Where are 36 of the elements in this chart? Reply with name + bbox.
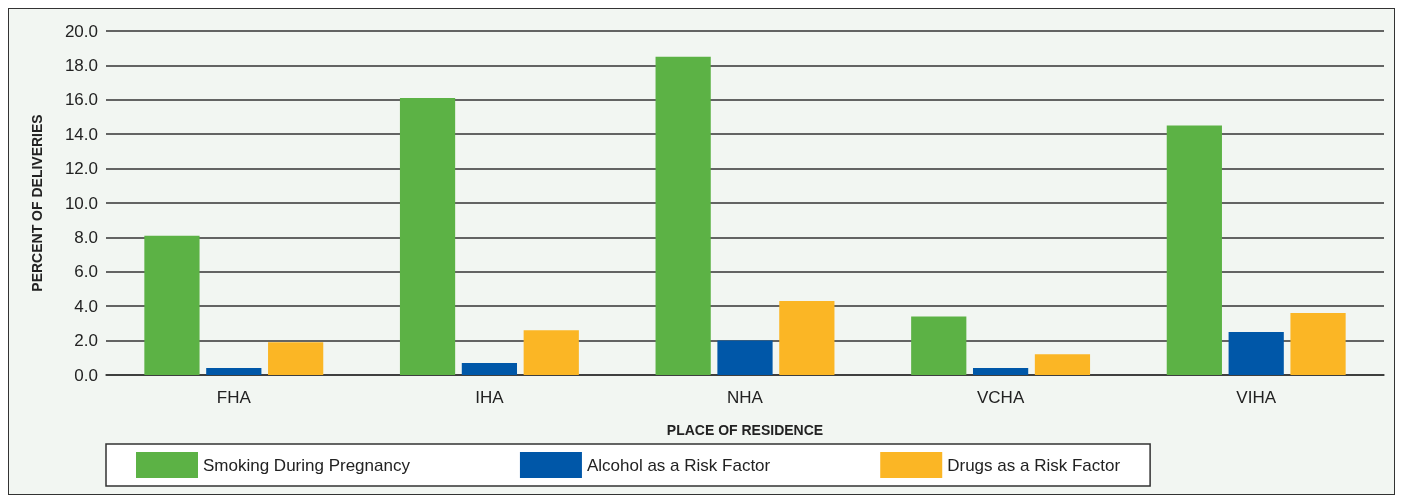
- legend-label: Drugs as a Risk Factor: [947, 455, 1121, 475]
- bar: [1034, 354, 1091, 375]
- y-tick-label: 6.0: [74, 262, 98, 282]
- x-tick-label: IHA: [475, 388, 505, 407]
- y-tick-label: 16.0: [64, 90, 98, 110]
- y-tick-label: 14.0: [64, 124, 98, 144]
- bar: [144, 235, 200, 375]
- bar: [1290, 313, 1346, 375]
- y-axis-title: PERCENT OF DELIVERIES: [29, 114, 45, 292]
- y-tick-label: 4.0: [74, 296, 98, 316]
- bar: [206, 368, 262, 375]
- y-tick-label: 20.0: [64, 21, 98, 41]
- bar: [911, 316, 967, 375]
- bar: [972, 368, 1029, 375]
- y-tick-label: 12.0: [64, 159, 98, 179]
- bar: [717, 340, 773, 375]
- legend-label: Alcohol as a Risk Factor: [586, 455, 771, 475]
- bar: [779, 301, 835, 375]
- y-tick-label: 0.0: [74, 365, 98, 385]
- x-tick-label: VCHA: [976, 388, 1025, 407]
- x-tick-label: NHA: [727, 388, 764, 407]
- bar: [1166, 125, 1222, 375]
- x-tick-label: FHA: [216, 388, 252, 407]
- bar: [399, 98, 456, 375]
- bar: [1228, 332, 1284, 375]
- x-tick-label: VIHA: [1236, 388, 1277, 407]
- x-axis-title: PLACE OF RESIDENCE: [666, 422, 824, 438]
- legend-label: Smoking During Pregnancy: [203, 455, 411, 475]
- y-tick-label: 10.0: [64, 193, 98, 213]
- y-tick-label: 2.0: [74, 331, 98, 351]
- y-tick-label: 18.0: [64, 55, 98, 75]
- bar: [655, 56, 711, 375]
- y-tick-label: 8.0: [74, 227, 98, 247]
- bar: [461, 362, 518, 375]
- bar: [523, 330, 579, 375]
- bar: [268, 342, 324, 375]
